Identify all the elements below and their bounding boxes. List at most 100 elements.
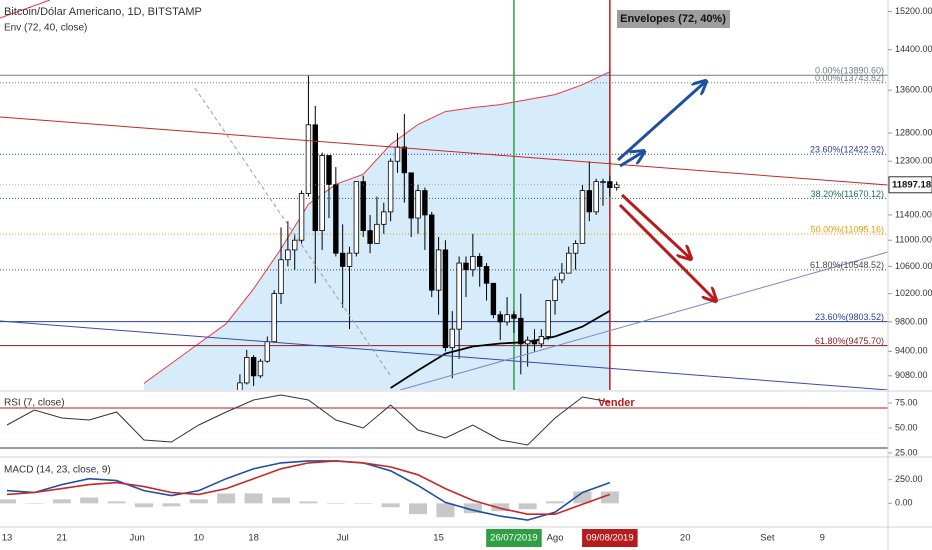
y-tick-label: 12300.00 — [895, 156, 932, 166]
envelope-line — [143, 71, 611, 384]
histogram-bar — [299, 501, 318, 504]
candle-body — [244, 356, 250, 384]
candle-body — [497, 314, 503, 323]
x-tick-label: 9 — [820, 533, 825, 544]
fib-label: 38.20%(11670.12) — [811, 189, 884, 199]
histogram-bar — [436, 503, 455, 518]
candle-body — [257, 360, 264, 377]
histogram-bar — [107, 501, 126, 504]
main-pane — [0, 0, 888, 390]
histogram-bar — [135, 503, 154, 508]
candle-body — [326, 155, 332, 185]
y-tick-label: 9400.00 — [895, 346, 928, 356]
candle-body — [237, 382, 243, 390]
drawings — [0, 0, 888, 390]
average-line — [390, 310, 611, 389]
y-tick-label: 10600.00 — [895, 261, 932, 271]
x-tick-label: 26/07/2019 — [490, 533, 538, 544]
y-tick-label: 25.00 — [895, 447, 918, 457]
y-tick-label: 14400.00 — [895, 44, 932, 54]
trend-line — [0, 0, 51, 19]
y-tick-label: 75.00 — [895, 397, 918, 407]
candle-body — [278, 259, 284, 294]
candle-body — [518, 317, 524, 345]
indicator-panes: 75.00 50.00 25.00 250.00 0.00 — [0, 394, 923, 521]
x-tick-label: 21 — [57, 533, 68, 544]
trend-line — [0, 116, 888, 186]
candle-body — [250, 356, 257, 377]
x-tick-label: 10 — [194, 533, 205, 544]
x-tick-label: 13 — [2, 533, 13, 544]
histogram-bar — [162, 503, 181, 507]
candle-body — [298, 193, 305, 241]
y-tick-label: 11400.00 — [895, 209, 932, 219]
trend-line — [0, 320, 888, 390]
x-tick-box — [486, 529, 542, 547]
candle-body — [559, 272, 565, 281]
histogram-bar — [381, 503, 400, 508]
candle-body — [490, 282, 497, 316]
histogram-bar — [0, 499, 16, 504]
histogram-bar — [272, 497, 291, 504]
candle-body — [285, 249, 291, 261]
candle-body — [456, 262, 462, 330]
candle-body — [353, 181, 360, 254]
x-tick-label: Jun — [129, 533, 144, 544]
histogram-bar — [354, 503, 373, 504]
x-tick-box — [582, 529, 638, 547]
histogram-bar — [189, 499, 208, 504]
fib-label: 61.80%(10548.52) — [810, 260, 884, 270]
candle-body — [374, 223, 380, 244]
candle-body — [415, 190, 421, 219]
candle-body — [381, 211, 387, 225]
x-tick-label: Ago — [547, 533, 564, 544]
candle-body — [566, 252, 572, 274]
histogram-bar — [25, 503, 44, 504]
candle-body — [593, 181, 599, 213]
candle-body — [333, 184, 339, 254]
candle-body — [305, 124, 312, 194]
candle-body — [408, 172, 414, 219]
fib-label: 0.00%(13890.60) — [815, 66, 884, 76]
last-price-label: 11897.18 — [892, 179, 931, 190]
candle-body — [292, 239, 298, 251]
histogram-bar — [573, 491, 592, 504]
y-tick-label: 12800.00 — [895, 127, 932, 137]
fib-label: 61.80%(9475.70) — [815, 336, 884, 346]
candle-body — [504, 314, 510, 323]
histogram-bar — [518, 503, 537, 510]
y-tick-label: 10200.00 — [895, 288, 932, 298]
macd-line — [6, 460, 611, 521]
candle-body — [339, 252, 346, 267]
histogram-bar — [491, 503, 510, 512]
trend-line — [399, 251, 888, 390]
trend-line — [194, 87, 391, 376]
histogram-bar — [217, 493, 236, 504]
y-tick-label: 11000.00 — [895, 235, 932, 245]
histogram-bar — [600, 491, 619, 504]
candle-body — [435, 249, 442, 291]
y-tick-label: 50.00 — [895, 422, 918, 432]
candle-body — [442, 249, 449, 349]
y-tick-label: 250.00 — [895, 474, 923, 484]
y-tick-label: 15200.00 — [895, 6, 932, 16]
candle-body — [429, 214, 435, 291]
y-tick-label: 13600.00 — [895, 85, 932, 95]
candle-body — [524, 339, 531, 345]
candle-body — [470, 256, 476, 271]
fib-label: 23.60%(9803.52) — [815, 312, 884, 322]
chart-subtitle: Env (72, 40, close) — [4, 23, 87, 34]
candle-body — [579, 190, 586, 244]
candle-body — [600, 181, 606, 184]
histogram-bar — [463, 503, 482, 514]
arrow — [616, 82, 705, 162]
x-tick-label: 18 — [248, 533, 259, 544]
fib-label: 0.00%(13743.82) — [815, 73, 884, 83]
candle-body — [545, 300, 551, 337]
pane-title: RSI (7, close) — [4, 398, 65, 409]
candle-body — [264, 341, 271, 362]
arrow — [619, 152, 643, 168]
candle-body — [319, 155, 325, 232]
